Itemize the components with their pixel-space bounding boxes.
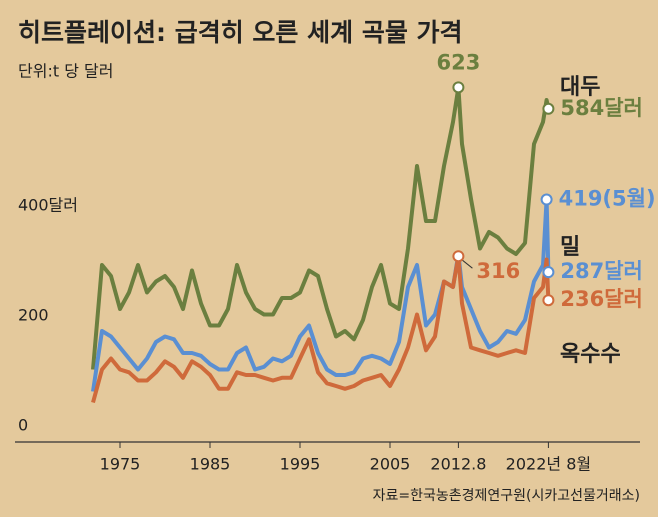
y-tick-label: 200 [18, 306, 49, 325]
value-label: 316 [476, 259, 520, 283]
series-line [91, 197, 551, 392]
y-tick-label: 400달러 [18, 196, 78, 215]
chart-subtitle: 단위:t 당 달러 [18, 62, 113, 81]
x-tick-label: 2012.8 [430, 455, 486, 474]
legend-label: 대두 [560, 75, 600, 100]
point-marker [542, 102, 555, 115]
value-label: 287달러 [560, 259, 642, 283]
x-tick-label: 1995 [280, 455, 321, 474]
x-tick-label: 1975 [100, 455, 141, 474]
legend-label: 옥수수 [560, 342, 621, 367]
value-label: 419(5월) [559, 187, 656, 211]
source: 자료=한국농촌경제연구원(시카고선물거래소) [373, 488, 640, 504]
legend-label: 밀 [560, 235, 580, 260]
y-tick-label: 0 [18, 416, 28, 435]
point-marker [542, 266, 555, 279]
point-marker [540, 193, 553, 206]
value-label: 584달러 [560, 96, 642, 120]
series-line [91, 85, 551, 370]
leader-line [462, 259, 473, 269]
x-tick-label: 2022년 8월 [506, 455, 591, 474]
x-tick-label: 1985 [190, 455, 231, 474]
x-tick-label: 2005 [370, 455, 411, 474]
point-marker [542, 294, 555, 307]
chart-title: 히트플레이션: 급격히 오른 세계 곡물 가격 [18, 18, 463, 47]
point-marker [452, 81, 465, 94]
point-marker [452, 250, 465, 263]
value-label: 623 [436, 50, 480, 74]
value-label: 236달러 [560, 287, 642, 311]
series-line [91, 254, 551, 404]
